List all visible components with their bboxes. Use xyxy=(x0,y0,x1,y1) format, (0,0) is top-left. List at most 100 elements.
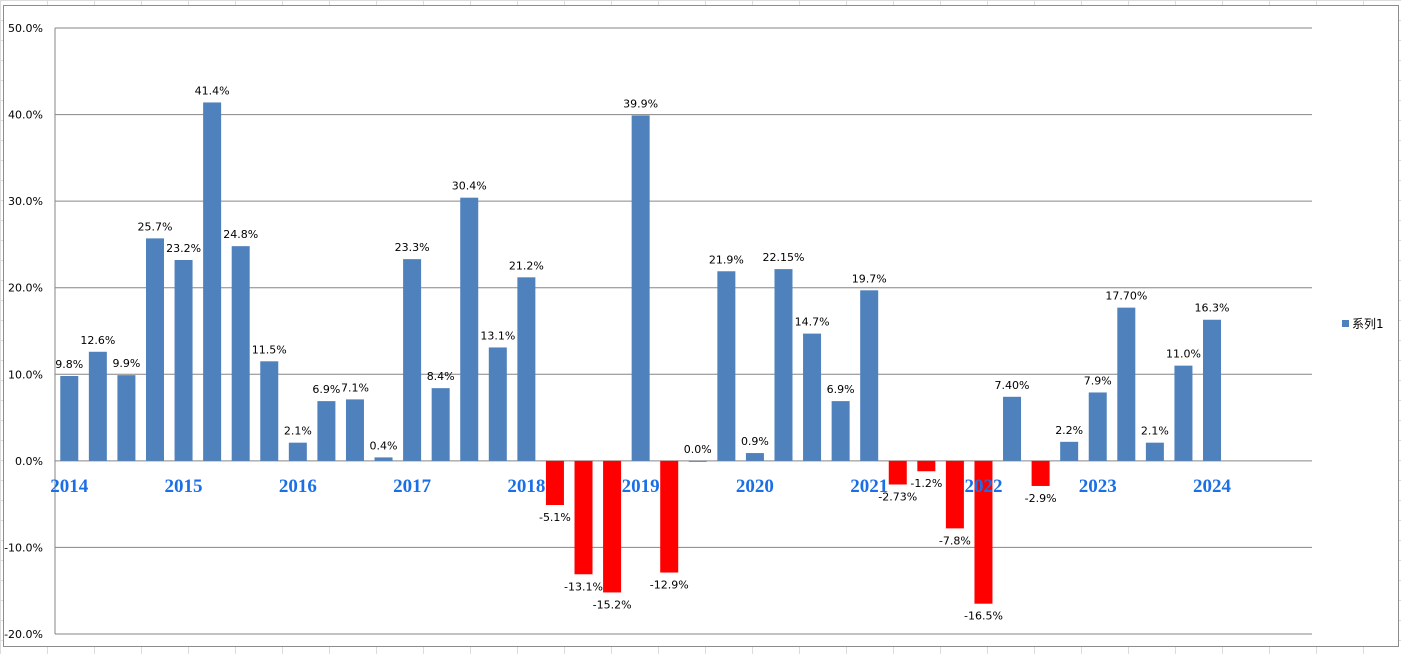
year-label: 2023 xyxy=(1079,476,1117,497)
data-label: 13.1% xyxy=(480,329,515,342)
data-label: 0.4% xyxy=(370,439,398,452)
data-label: 2.1% xyxy=(284,425,312,438)
bar xyxy=(203,102,222,461)
bar xyxy=(660,460,679,573)
data-label: 11.0% xyxy=(1166,348,1201,361)
y-tick-label: 20.0% xyxy=(8,282,43,295)
y-tick-label: 30.0% xyxy=(8,195,43,208)
bar xyxy=(1174,365,1193,461)
legend-swatch xyxy=(1342,320,1349,327)
bar xyxy=(545,460,564,506)
data-label: -1.2% xyxy=(910,477,942,490)
data-label: 7.40% xyxy=(995,379,1030,392)
data-label: -12.9% xyxy=(650,579,689,592)
bar xyxy=(288,442,307,461)
bar xyxy=(1203,319,1222,461)
bar xyxy=(403,259,422,461)
data-label: 6.9% xyxy=(827,383,855,396)
bar xyxy=(145,238,164,461)
data-label: -7.8% xyxy=(939,534,971,547)
data-label: 30.4% xyxy=(452,180,487,193)
bar xyxy=(688,460,707,462)
bar xyxy=(717,271,736,461)
bar xyxy=(374,457,393,461)
bar xyxy=(860,290,879,461)
bar xyxy=(88,351,107,461)
bar xyxy=(517,277,536,461)
data-label: 19.7% xyxy=(852,272,887,285)
year-label: 2020 xyxy=(736,476,774,497)
data-label: 21.2% xyxy=(509,259,544,272)
y-tick-label: 50.0% xyxy=(8,22,43,35)
data-label: 39.9% xyxy=(623,97,658,110)
bar xyxy=(603,460,622,593)
data-label: 17.70% xyxy=(1105,290,1147,303)
year-label: 2021 xyxy=(850,476,888,497)
bar xyxy=(345,399,364,461)
data-label: 23.3% xyxy=(395,241,430,254)
bar xyxy=(1117,307,1136,461)
legend-label: 系列1 xyxy=(1352,317,1384,331)
data-label: 14.7% xyxy=(795,316,830,329)
bar xyxy=(831,401,850,461)
data-label: 9.8% xyxy=(55,358,83,371)
bar xyxy=(60,376,79,461)
bar xyxy=(488,347,507,461)
data-label: -16.5% xyxy=(964,610,1003,623)
data-label: 7.1% xyxy=(341,381,369,394)
bar xyxy=(917,460,936,472)
bar xyxy=(945,460,964,529)
bar xyxy=(574,460,593,575)
y-tick-label: -10.0% xyxy=(4,541,43,554)
bar xyxy=(888,460,907,485)
y-tick-label: 0.0% xyxy=(15,455,43,468)
y-tick-label: 40.0% xyxy=(8,109,43,122)
year-label: 2017 xyxy=(393,476,432,497)
year-label: 2014 xyxy=(50,476,89,497)
y-tick-label: -20.0% xyxy=(4,628,43,641)
bar xyxy=(460,197,479,461)
data-label: 0.0% xyxy=(684,443,712,456)
bar xyxy=(231,246,250,461)
y-tick-label: 10.0% xyxy=(8,368,43,381)
bar xyxy=(1031,460,1050,486)
bar xyxy=(431,388,450,461)
data-label: 21.9% xyxy=(709,253,744,266)
bar xyxy=(774,269,793,461)
data-label: 41.4% xyxy=(195,84,230,97)
bar xyxy=(1003,396,1022,461)
year-label: 2018 xyxy=(507,476,545,497)
bar xyxy=(974,460,993,604)
bar xyxy=(1060,441,1079,461)
bar xyxy=(631,115,650,461)
data-label: -5.1% xyxy=(539,511,571,524)
year-label: 2022 xyxy=(964,476,1002,497)
data-label: 23.2% xyxy=(166,242,201,255)
data-label: -2.9% xyxy=(1025,492,1057,505)
year-label: 2016 xyxy=(279,476,317,497)
data-label: 7.9% xyxy=(1084,374,1112,387)
bar xyxy=(1088,392,1107,461)
data-label: 24.8% xyxy=(223,228,258,241)
data-label: 6.9% xyxy=(312,383,340,396)
bar xyxy=(317,401,336,461)
data-label: -13.1% xyxy=(564,580,603,593)
bar xyxy=(803,333,822,461)
data-label: 8.4% xyxy=(427,370,455,383)
data-label: 16.3% xyxy=(1195,302,1230,315)
year-label: 2019 xyxy=(622,476,660,497)
data-label: -2.73% xyxy=(878,490,917,503)
bar xyxy=(260,361,279,461)
data-label: 2.1% xyxy=(1141,425,1169,438)
bar xyxy=(117,375,136,461)
data-label: -15.2% xyxy=(593,598,632,611)
year-label: 2015 xyxy=(165,476,203,497)
data-label: 11.5% xyxy=(252,343,287,356)
year-label: 2024 xyxy=(1193,476,1232,497)
data-label: 22.15% xyxy=(763,251,805,264)
data-label: 12.6% xyxy=(80,334,115,347)
data-label: 0.9% xyxy=(741,435,769,448)
bar xyxy=(1145,442,1164,461)
data-label: 9.9% xyxy=(112,357,140,370)
